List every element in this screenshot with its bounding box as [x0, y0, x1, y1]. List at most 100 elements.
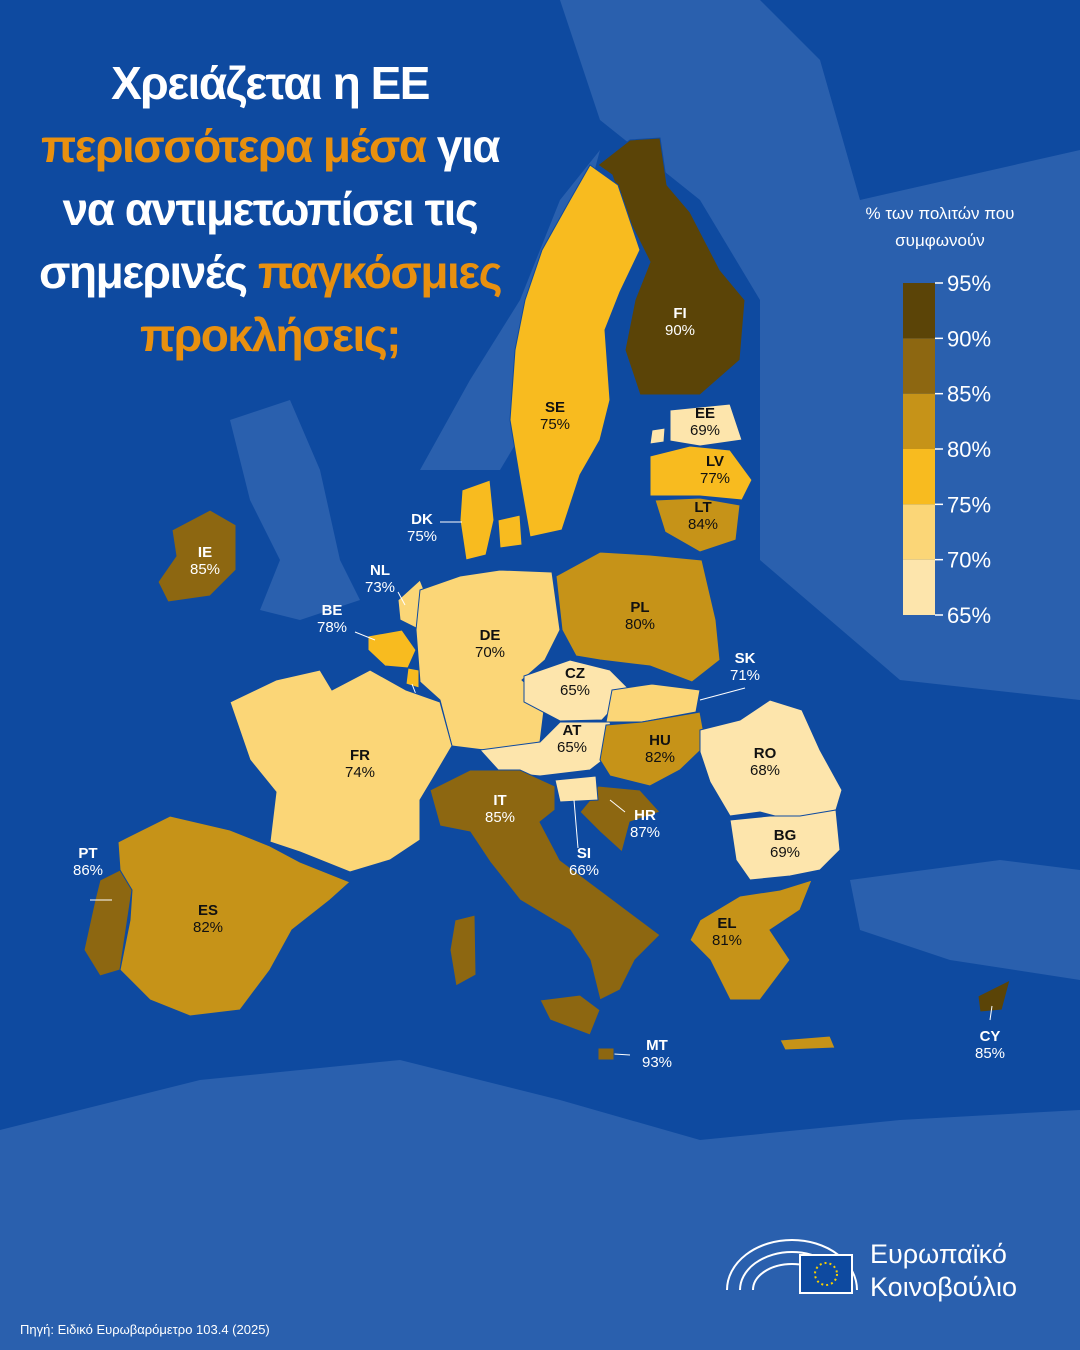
- country-shape: [509, 164, 641, 538]
- country-shape: [497, 514, 523, 549]
- country-code: FI: [673, 305, 686, 322]
- country-shape: [779, 1035, 836, 1051]
- country-value-label: 70%: [475, 644, 505, 661]
- legend-swatch: [903, 338, 935, 394]
- country-code: MT: [646, 1037, 668, 1054]
- country-code: CY: [980, 1028, 1001, 1045]
- legend-title-line: % των πολιτών που: [865, 204, 1015, 223]
- country-value-label: 75%: [407, 528, 437, 545]
- title-segment: Χρειάζεται η ΕΕ: [111, 57, 430, 109]
- legend-swatch: [903, 449, 935, 505]
- country-code: LT: [694, 499, 711, 516]
- country-code: SE: [545, 399, 565, 416]
- country-value-label: 85%: [190, 561, 220, 578]
- country-value-label: 86%: [73, 862, 103, 879]
- country-shape: [649, 445, 753, 501]
- legend-tick-label: 90%: [947, 326, 991, 351]
- country-shape: [229, 669, 453, 873]
- country-code: BE: [322, 602, 343, 619]
- legend-swatch: [903, 504, 935, 560]
- country-value-label: 71%: [730, 667, 760, 684]
- country-value-label: 68%: [750, 762, 780, 779]
- country-shape: [157, 509, 237, 603]
- title-segment: σημερινές: [39, 246, 258, 298]
- country-shape: [539, 994, 601, 1036]
- title-line: περισσότερα μέσα για: [10, 115, 530, 178]
- title-segment: περισσότερα μέσα: [41, 120, 427, 172]
- source: Πηγή: Ειδικό Ευρωβαρόμετρο 103.4 (2025): [20, 1322, 270, 1337]
- country-value-label: 84%: [688, 516, 718, 533]
- legend-swatch: [903, 283, 935, 339]
- legend-tick-label: 70%: [947, 548, 991, 573]
- country-code: NL: [370, 562, 390, 579]
- country-value-label: 69%: [690, 422, 720, 439]
- legend-tick-label: 80%: [947, 437, 991, 462]
- leader-line: [354, 631, 376, 641]
- title-segment: για: [425, 120, 501, 172]
- country-shape: [429, 769, 661, 1001]
- country-value-label: 87%: [630, 824, 660, 841]
- title-segment: παγκόσμιες: [257, 246, 503, 298]
- country-code: IE: [198, 544, 212, 561]
- country-value-label: 93%: [642, 1054, 672, 1071]
- country-shape: [654, 497, 741, 553]
- country-value-label: 78%: [317, 619, 347, 636]
- country-shape: [117, 815, 351, 1017]
- title-line: να αντιμετωπίσει τις: [10, 178, 530, 241]
- country-shape: [597, 1047, 615, 1061]
- country-code: CZ: [565, 665, 585, 682]
- country-shape: [669, 403, 743, 447]
- title-segment: προκλήσεις;: [140, 309, 401, 361]
- country-shape: [977, 979, 1011, 1013]
- country-value-label: 66%: [569, 862, 599, 879]
- country-value-label: 90%: [665, 322, 695, 339]
- country-code: LV: [706, 453, 724, 470]
- legend-tick-label: 65%: [947, 603, 991, 628]
- country-shape: [554, 775, 599, 803]
- country-shape: [729, 809, 841, 881]
- logo-line: Ευρωπαϊκό: [870, 1239, 1007, 1269]
- country-value-label: 73%: [365, 579, 395, 596]
- country-value-label: 80%: [625, 616, 655, 633]
- leader-line: [699, 687, 746, 701]
- country-shape: [689, 879, 813, 1001]
- country-value-label: 74%: [345, 764, 375, 781]
- country-shape: [367, 629, 417, 669]
- country-code: DK: [411, 511, 433, 528]
- country-value-label: 85%: [975, 1045, 1005, 1062]
- legend-tick-label: 95%: [947, 271, 991, 296]
- country-code: EE: [695, 405, 715, 422]
- country-code: EL: [717, 915, 736, 932]
- country-shape: [599, 711, 707, 787]
- logo-line: Κοινοβούλιο: [870, 1272, 1018, 1302]
- leader-line: [613, 1053, 631, 1056]
- logo-text: Ευρωπαϊκό Κοινοβούλιο: [870, 1238, 1017, 1304]
- country-shape: [579, 785, 661, 853]
- country-value-label: 75%: [540, 416, 570, 433]
- country-code: PT: [78, 845, 97, 862]
- country-shape: [449, 914, 477, 987]
- country-value-label: 81%: [712, 932, 742, 949]
- country-code: AT: [563, 722, 582, 739]
- country-code: HR: [634, 807, 656, 824]
- country-value-label: 77%: [700, 470, 730, 487]
- country-value-label: 69%: [770, 844, 800, 861]
- legend-tick-label: 75%: [947, 492, 991, 517]
